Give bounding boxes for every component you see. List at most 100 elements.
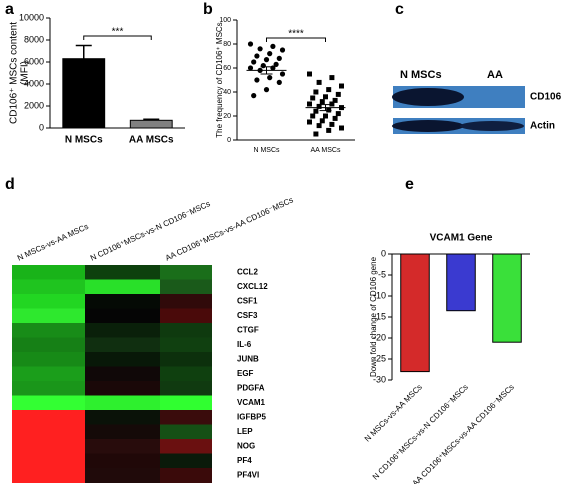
y-axis-label: (MFI) <box>20 61 31 85</box>
point <box>332 97 338 103</box>
blot-row: Actin <box>530 121 555 132</box>
significance: **** <box>288 29 304 40</box>
point <box>279 71 286 77</box>
y-tick-label: 6000 <box>24 56 44 66</box>
heatmap-cell <box>85 395 160 411</box>
heatmap-cell <box>12 453 85 469</box>
x-tick-label: AA MSCs <box>311 147 341 154</box>
heatmap-cell <box>85 352 160 367</box>
heatmap-row: JUNB <box>237 354 259 363</box>
heatmap-cell <box>160 468 212 483</box>
heatmap-row: PDGFA <box>237 383 265 392</box>
y-tick-label: 4000 <box>24 78 44 88</box>
panel-label: a <box>5 1 14 18</box>
point <box>307 101 312 107</box>
heatmap-row: LEP <box>237 427 253 436</box>
point <box>276 79 282 85</box>
panel-label: d <box>5 176 15 193</box>
point <box>316 123 322 129</box>
heatmap-cell <box>85 265 160 280</box>
heatmap-row: EGF <box>237 369 254 378</box>
heatmap-cell <box>12 395 85 411</box>
point <box>251 93 257 99</box>
y-tick-label: 10000 <box>19 12 44 22</box>
y-tick-label: 0 <box>381 248 386 258</box>
heatmap-cell <box>12 323 85 338</box>
point <box>326 87 332 93</box>
point <box>335 111 341 117</box>
blot-column: AA <box>487 69 503 81</box>
significance-bracket <box>266 37 326 42</box>
point <box>329 121 335 127</box>
point <box>263 57 270 63</box>
heatmap-cell <box>12 265 85 280</box>
heatmap-cell <box>160 279 212 295</box>
point <box>307 71 312 77</box>
heatmap-cell <box>12 410 85 425</box>
heatmap-row: CXCL12 <box>237 282 268 291</box>
y-tick-label: -25 <box>373 353 386 363</box>
point <box>270 43 276 50</box>
y-tick-label: 0 <box>227 137 231 144</box>
point <box>339 83 344 89</box>
heatmap-row: VCAM1 <box>237 398 266 407</box>
point <box>326 127 332 133</box>
point <box>323 94 328 100</box>
heatmap-row: PF4VI <box>237 470 259 479</box>
heatmap-cell <box>85 323 160 338</box>
heatmap-column: N MSCs-vs-AA MSCs <box>16 222 90 263</box>
heatmap-row: IL-6 <box>237 340 252 349</box>
y-tick-label: 2000 <box>24 100 44 110</box>
heatmap-cell <box>85 453 160 469</box>
y-tick-label: 80 <box>223 41 231 48</box>
blot-column: N MSCs <box>400 69 442 81</box>
heatmap-row: CSF1 <box>237 296 258 305</box>
panel-label: b <box>203 1 213 18</box>
heatmap-row: NOG <box>237 441 255 450</box>
y-tick-label: 0 <box>39 122 44 132</box>
point <box>313 131 319 137</box>
y-tick-label: 100 <box>219 17 231 24</box>
point <box>247 65 254 71</box>
x-tick-label: N MSCs <box>65 135 103 146</box>
heatmap-cell <box>160 395 212 411</box>
point <box>307 119 312 125</box>
point <box>329 75 335 81</box>
y-tick-label: 40 <box>223 89 231 96</box>
point <box>316 79 322 85</box>
heatmap-cell <box>85 294 160 309</box>
heatmap-cell <box>12 308 85 324</box>
y-tick-label: -5 <box>378 269 386 279</box>
blot-row: CD106 <box>530 92 562 103</box>
heatmap-cell <box>160 366 212 382</box>
heatmap-cell <box>160 410 212 425</box>
point <box>313 108 319 114</box>
heatmap-cell <box>12 279 85 295</box>
heatmap-cell <box>85 439 160 454</box>
chart-title: VCAM1 Gene <box>430 233 493 244</box>
heatmap-row: CCL2 <box>237 267 258 276</box>
significance: *** <box>112 27 124 38</box>
point <box>267 51 273 57</box>
point <box>310 113 316 119</box>
heatmap-cell <box>160 308 212 324</box>
heatmap-cell <box>85 410 160 425</box>
heatmap-cell <box>12 381 85 396</box>
y-tick-label: -15 <box>373 311 386 321</box>
point <box>339 125 344 131</box>
y-axis-label: Down fold change of CD106 gene <box>369 256 378 377</box>
heatmap-cell <box>12 468 85 483</box>
heatmap-cell <box>12 337 85 353</box>
heatmap-cell <box>160 323 212 338</box>
point <box>335 91 341 97</box>
y-tick-label: 60 <box>223 65 231 72</box>
y-axis-label: The frequency of CD106⁺ MSCs <box>215 22 224 137</box>
x-tick-label: N CD106⁺MSCs-vs-N CD106⁻MSCs <box>371 383 470 482</box>
heatmap-cell <box>85 424 160 440</box>
heatmap-column: AA CD106⁺MSCs-vs-AA CD106⁻MSCs <box>164 195 295 262</box>
blot-band <box>392 88 464 106</box>
point <box>247 41 254 47</box>
y-tick-label: -20 <box>373 332 386 342</box>
heatmap-cell <box>12 439 85 454</box>
